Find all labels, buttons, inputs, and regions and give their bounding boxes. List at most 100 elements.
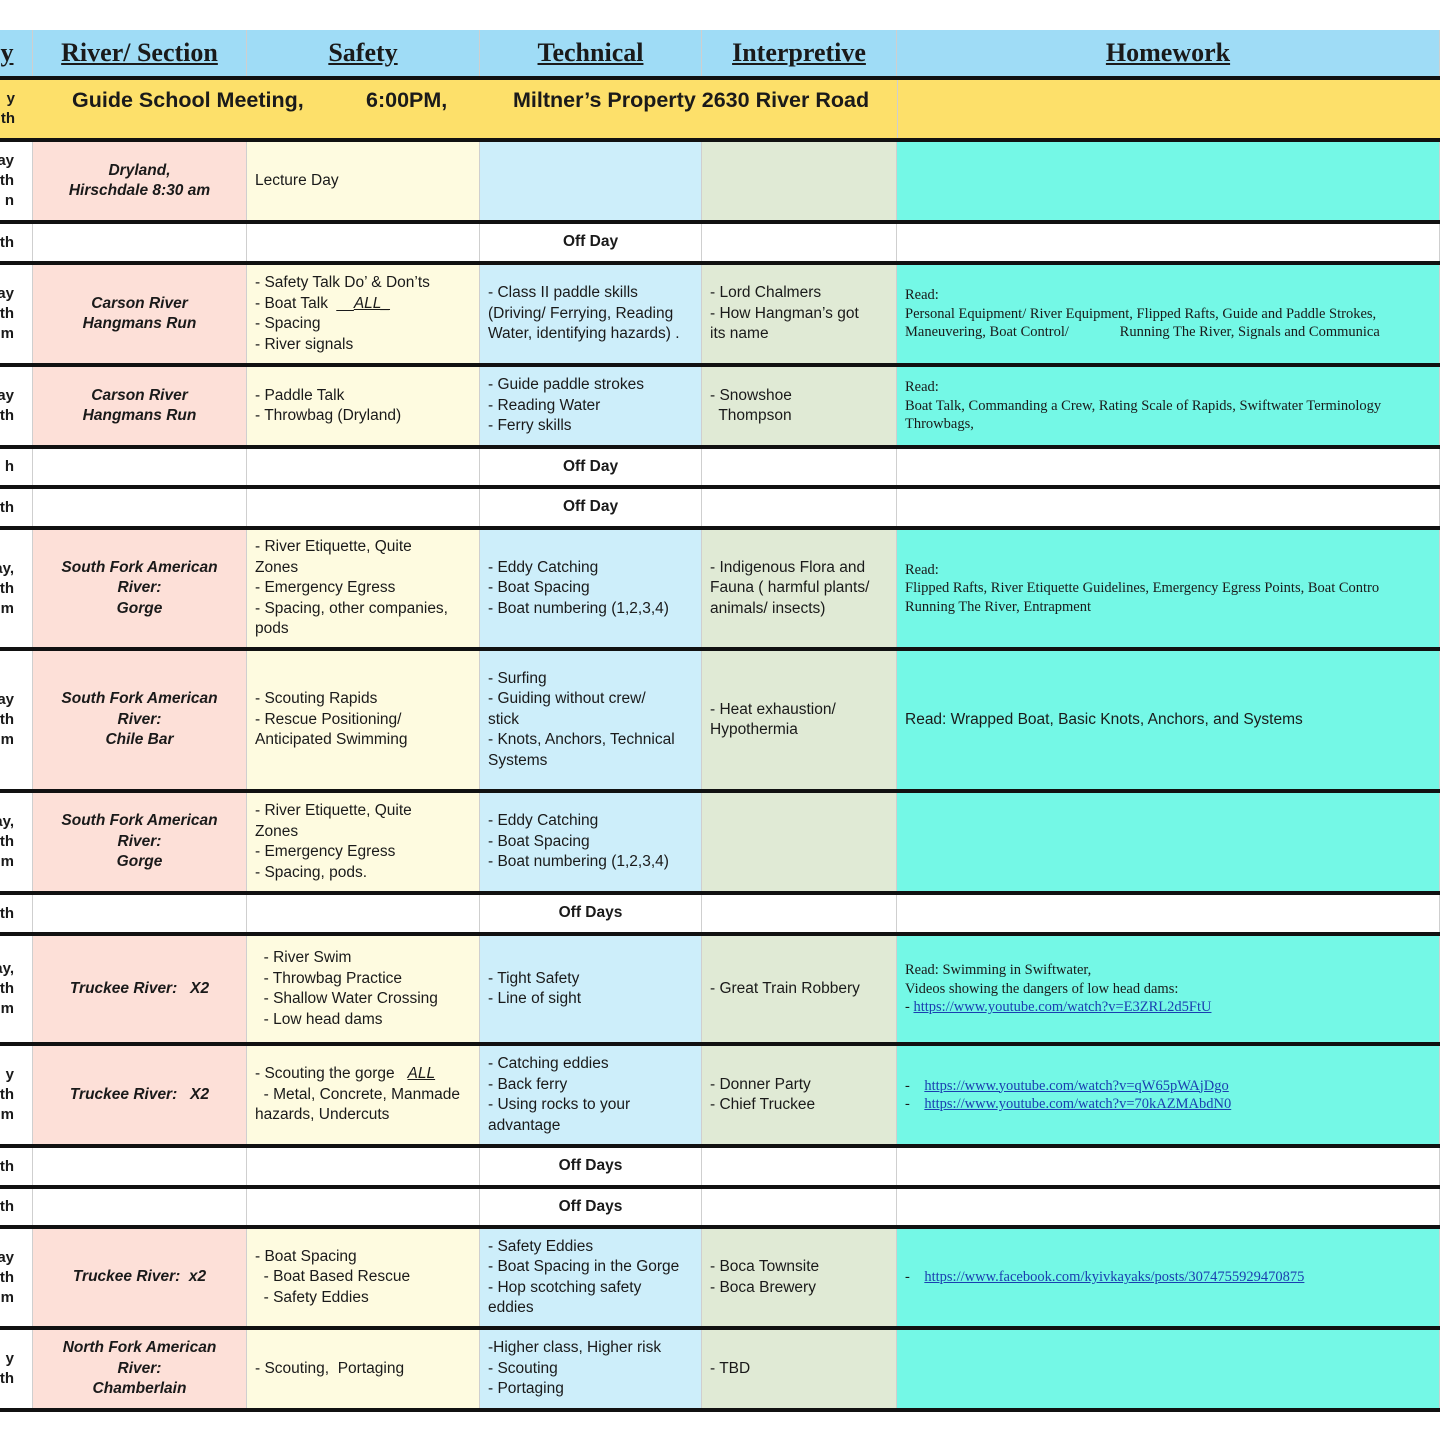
- river-line: Chamberlain: [92, 1380, 187, 1398]
- river-line: River:: [117, 579, 162, 597]
- technical-line: - Boat numbering (1,2,3,4): [488, 853, 669, 871]
- safety-line: - Emergency Egress: [255, 843, 396, 860]
- river-cell: South Fork American River: Gorge: [33, 793, 247, 891]
- line-text: - Scouting the gorge: [255, 1065, 408, 1083]
- technical-line: Off Days: [558, 1197, 623, 1215]
- technical-line: - Line of sight: [488, 990, 582, 1007]
- river-cell: Carson River Hangmans Run: [33, 265, 247, 363]
- day-line: lay: [0, 387, 14, 404]
- day-line: ay,: [0, 960, 14, 977]
- interpretive-cell: - Donner Party - Chief Truckee: [702, 1046, 897, 1144]
- day-line: th: [0, 305, 14, 322]
- day-cell: th: [0, 1148, 33, 1185]
- safety-line: - Spacing: [255, 315, 321, 332]
- schedule-row: day th m Carson River Hangmans Run - Safety T…: [0, 265, 1440, 367]
- header-homework: Homework: [897, 30, 1440, 76]
- interpretive-line: - Donner Party: [710, 1075, 811, 1093]
- technical-line: - Boat Spacing in the Gorge: [488, 1258, 680, 1275]
- technical-line: - Back ferry: [488, 1075, 568, 1093]
- safety-line: - Shallow Water Crossing: [255, 990, 438, 1007]
- day-line: ay,: [0, 813, 14, 830]
- day-line: 'th: [0, 1198, 14, 1215]
- safety-line: - Low head dams: [255, 1010, 383, 1028]
- technical-line: Off Day: [562, 233, 619, 251]
- homework-line: Boat Talk, Commanding a Crew, Rating Sca…: [905, 397, 1382, 414]
- header-safety: Safety: [247, 30, 480, 76]
- day-cell: h: [0, 449, 33, 485]
- interpretive-cell: [702, 142, 897, 220]
- river-cell: [33, 224, 247, 261]
- interpretive-line: - TBD: [710, 1359, 751, 1377]
- interpretive-cell: [702, 489, 897, 526]
- homework-cell: - https://www.youtube.com/watch?v=qW65pW…: [897, 1046, 1440, 1144]
- all-note: ALL_: [353, 294, 391, 312]
- technical-line: - Eddy Catching: [488, 558, 599, 576]
- interpretive-cell: - Lord Chalmers - How Hangman’s got its na…: [702, 265, 897, 363]
- video-link[interactable]: https://www.youtube.com/watch?v=E3ZRL2d5…: [913, 999, 1212, 1016]
- safety-cell: [247, 489, 480, 526]
- technical-line: Off Days: [558, 904, 623, 922]
- technical-line: -Higher class, Higher risk: [488, 1339, 662, 1357]
- safety-cell: Lecture Day: [247, 142, 480, 220]
- homework-line: Flipped Rafts, River Etiquette Guideline…: [905, 580, 1380, 597]
- interpretive-cell: - Heat exhaustion/Hypothermia: [702, 651, 897, 789]
- safety-cell: - River Etiquette, Quite Zones - Emergency…: [247, 793, 480, 891]
- safety-cell: [247, 1148, 480, 1185]
- homework-cell: Read: Flipped Rafts, River Etiquette Guid…: [897, 530, 1440, 647]
- technical-line: - Using rocks to your: [488, 1096, 631, 1113]
- interpretive-cell: - Indigenous Flora and Fauna ( harmful pl…: [702, 530, 897, 647]
- river-cell: Truckee River: X2: [33, 936, 247, 1042]
- safety-cell: - Boat Spacing - Boat Based Rescue - Saf…: [247, 1229, 480, 1326]
- homework-cell: [897, 895, 1440, 932]
- day-line: 5th: [0, 233, 14, 251]
- safety-line: Zones: [255, 822, 299, 840]
- technical-line: - Catching eddies: [488, 1055, 609, 1072]
- technical-cell: - Class II paddle skills (Driving/ Ferryi…: [480, 265, 702, 363]
- river-cell: Truckee River: x2: [33, 1229, 247, 1326]
- safety-line: - Throwbag (Dryland): [255, 407, 402, 424]
- homework-cell: [897, 142, 1440, 220]
- interpretive-line: Fauna ( harmful plants/: [710, 579, 870, 597]
- day-cell: 3th: [0, 895, 33, 932]
- interpretive-line: - Heat exhaustion/: [710, 700, 836, 718]
- river-line: Carson River: [91, 386, 188, 404]
- schedule-row: y th North Fork American River: Chamberlain -…: [0, 1330, 1440, 1412]
- homework-cell: Read: Boat Talk, Commanding a Crew, Ratin…: [897, 367, 1440, 445]
- river-line: Hangmans Run: [82, 315, 197, 332]
- safety-line: Zones: [255, 558, 299, 576]
- interpretive-line: Thompson: [710, 407, 792, 424]
- river-cell: Dryland, Hirschdale 8:30 am: [33, 142, 247, 220]
- interpretive-cell: [702, 1148, 897, 1185]
- all-note: ALL: [407, 1065, 436, 1083]
- day-line: m: [0, 1106, 14, 1123]
- safety-line: - River Etiquette, Quite: [255, 802, 412, 819]
- technical-line: - Guiding without crew/: [488, 690, 646, 708]
- day-line: ay,: [0, 559, 14, 577]
- technical-line: Systems: [488, 751, 548, 769]
- river-cell: Carson River Hangmans Run: [33, 367, 247, 445]
- river-line: Truckee River: X2: [69, 1085, 210, 1103]
- safety-cell: [247, 224, 480, 261]
- technical-cell: Off Day: [480, 489, 702, 526]
- schedule-row: ay, 4th m Truckee River: X2 - River Swim - …: [0, 936, 1440, 1046]
- river-cell: South Fork American River: Gorge: [33, 530, 247, 647]
- safety-cell: - Safety Talk Do’ & Don’ts - Boat Talk __…: [247, 265, 480, 363]
- video-link[interactable]: https://www.facebook.com/kyivkayaks/post…: [924, 1269, 1305, 1286]
- interpretive-cell: [702, 224, 897, 261]
- day-line: 8th: [0, 1268, 14, 1286]
- technical-line: - Tight Safety: [488, 969, 580, 987]
- video-link[interactable]: https://www.youtube.com/watch?v=qW65pWAj…: [924, 1077, 1229, 1094]
- header-row: y River/ Section Safety Technical Interp…: [0, 30, 1440, 80]
- day-line: ay: [0, 691, 14, 708]
- technical-cell: Off Day: [480, 449, 702, 485]
- safety-cell: - River Swim - Throwbag Practice - Shall…: [247, 936, 480, 1042]
- header-day: y: [0, 30, 33, 76]
- video-link[interactable]: https://www.youtube.com/watch?v=70kAZMAb…: [924, 1096, 1232, 1112]
- day-cell: 'th: [0, 1189, 33, 1225]
- safety-cell: - Scouting, Portaging: [247, 1330, 480, 1408]
- homework-cell: - https://www.facebook.com/kyivkayaks/po…: [897, 1229, 1440, 1326]
- day-line: th: [0, 1157, 14, 1175]
- day-line: th: [0, 498, 14, 516]
- homework-line: - https://www.facebook.com/kyivkayaks/po…: [905, 1268, 1431, 1287]
- river-line: North Fork American: [62, 1339, 217, 1357]
